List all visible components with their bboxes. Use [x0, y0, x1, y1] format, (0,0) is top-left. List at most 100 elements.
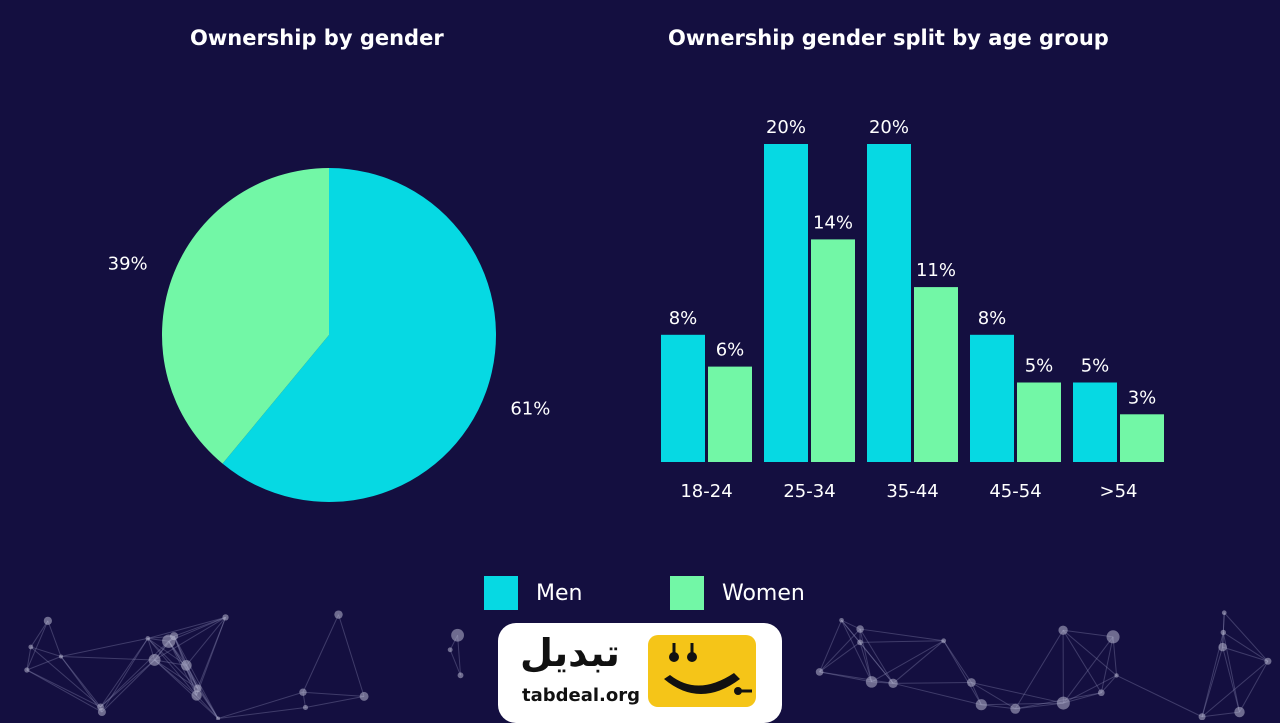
data-label-men->54: 5% — [1081, 356, 1110, 377]
x-tick-label->54: >54 — [1100, 481, 1138, 502]
network-node — [1234, 707, 1244, 717]
network-link — [303, 615, 339, 693]
legend-label-men: Men — [536, 581, 582, 606]
network-node — [24, 667, 29, 672]
network-link — [48, 621, 61, 657]
legend-swatch-women — [670, 576, 704, 610]
bar-women->54 — [1120, 414, 1164, 462]
network-link — [1063, 630, 1101, 693]
network-node — [941, 638, 946, 643]
network-link — [303, 692, 364, 696]
network-link — [31, 647, 61, 657]
network-link — [860, 629, 893, 683]
bar-chart: 8% 6% 18-24 20% 14% 25-34 20% 11% 35-44 8% 5% 45-54… — [661, 117, 1164, 502]
network-node — [816, 668, 824, 676]
data-label-men-45-54: 8% — [978, 308, 1007, 329]
network-link — [1223, 647, 1240, 712]
network-link — [1240, 661, 1268, 712]
network-link — [218, 692, 303, 718]
legend-item-men: Men — [484, 576, 582, 610]
network-node — [299, 689, 306, 696]
pie-chart: 61%39% — [108, 168, 551, 502]
network-node — [1218, 643, 1227, 652]
network-link — [872, 641, 944, 682]
network-node — [181, 660, 192, 671]
network-link — [1063, 675, 1116, 703]
network-link — [860, 629, 944, 641]
x-tick-label-25-34: 25-34 — [783, 481, 835, 502]
tabdeal-logo-icon — [648, 635, 756, 707]
data-label-men-25-34: 20% — [766, 117, 806, 138]
network-link — [61, 638, 148, 656]
network-link — [1202, 647, 1223, 717]
network-node — [98, 708, 106, 716]
legend-swatch-men — [484, 576, 518, 610]
network-link — [971, 683, 1063, 704]
x-tick-label-45-54: 45-54 — [989, 481, 1041, 502]
bar-men->54 — [1073, 383, 1117, 463]
network-link — [61, 657, 155, 660]
bar-women-35-44 — [914, 287, 958, 462]
network-node — [839, 618, 844, 623]
network-node — [1098, 689, 1105, 696]
network-node — [888, 679, 897, 688]
network-node — [303, 705, 308, 710]
bar-men-45-54 — [970, 335, 1014, 462]
network-node — [857, 640, 863, 646]
network-node — [856, 625, 864, 633]
network-link — [148, 617, 226, 638]
network-link — [944, 641, 982, 705]
network-link — [102, 660, 155, 712]
x-tick-label-35-44: 35-44 — [886, 481, 938, 502]
network-node — [360, 692, 369, 701]
network-link — [893, 641, 944, 684]
network-link — [893, 683, 971, 684]
data-label-men-35-44: 20% — [869, 117, 909, 138]
network-node — [866, 676, 878, 688]
network-node — [1058, 626, 1067, 635]
data-label-men-18-24: 8% — [669, 308, 698, 329]
network-node — [1222, 610, 1227, 615]
logo-domain-text: tabdeal.org — [522, 685, 640, 706]
network-node — [59, 654, 63, 658]
network-link — [198, 617, 226, 688]
network-link — [860, 641, 944, 643]
network-node — [967, 678, 976, 687]
network-link — [218, 707, 305, 718]
network-node — [458, 672, 464, 678]
network-node — [1199, 713, 1206, 720]
network-link — [860, 642, 893, 683]
network-node — [44, 617, 52, 625]
tabdeal-logo-card[interactable]: تبدیل tabdeal.org — [498, 623, 782, 723]
legend-item-women: Women — [670, 576, 805, 610]
bar-men-35-44 — [867, 144, 911, 462]
network-node — [222, 614, 228, 620]
network-node — [1107, 630, 1120, 643]
network-link — [61, 657, 102, 713]
legend-label-women: Women — [722, 581, 805, 606]
network-node — [162, 635, 175, 648]
network-link — [893, 683, 981, 704]
network-node — [976, 699, 987, 710]
logo-arabic-text: تبدیل — [520, 631, 620, 675]
network-link — [1202, 712, 1239, 717]
x-tick-label-18-24: 18-24 — [680, 481, 732, 502]
network-link — [1015, 630, 1063, 709]
network-link — [102, 638, 148, 712]
bar-men-18-24 — [661, 335, 705, 462]
data-label-women->54: 3% — [1128, 387, 1157, 408]
bar-women-45-54 — [1017, 383, 1061, 463]
network-node — [28, 645, 33, 650]
data-label-women-25-34: 14% — [813, 212, 853, 233]
network-node — [194, 684, 202, 692]
pie-label-women: 39% — [108, 254, 148, 275]
bar-women-18-24 — [708, 367, 752, 462]
network-node — [451, 629, 464, 642]
network-node — [334, 610, 342, 618]
data-label-women-18-24: 6% — [716, 340, 745, 361]
network-link — [820, 672, 894, 683]
network-node — [1010, 704, 1020, 714]
data-label-women-35-44: 11% — [916, 260, 956, 281]
network-node — [1114, 673, 1118, 677]
network-node — [146, 636, 151, 641]
